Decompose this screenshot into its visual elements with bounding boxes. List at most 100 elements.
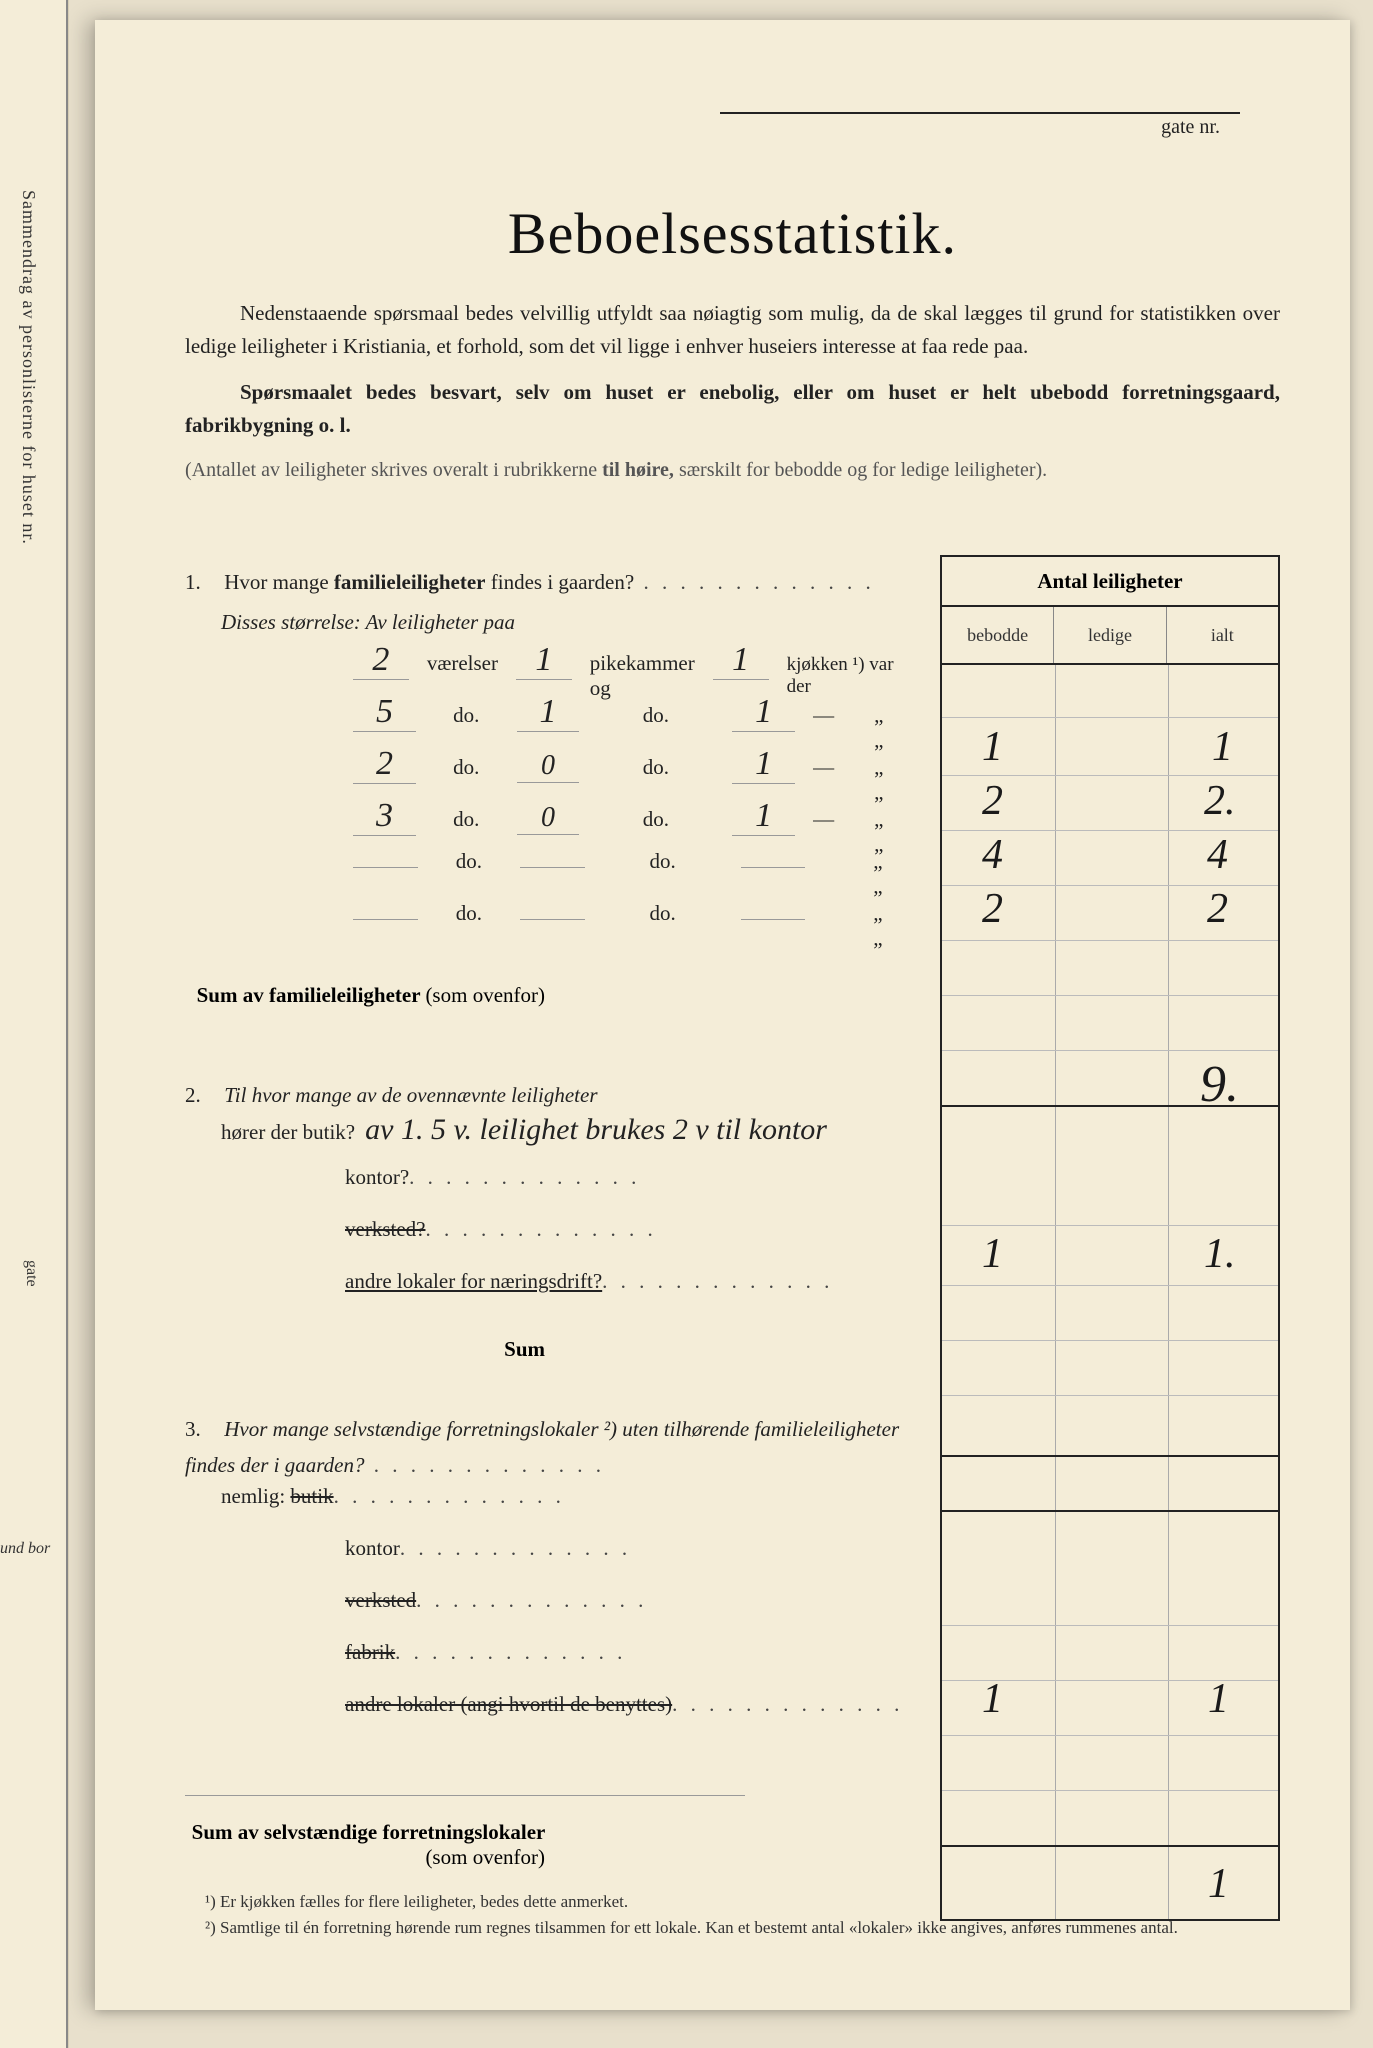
q2-l1: hører der butik?: [221, 1120, 355, 1145]
r3-k: 1: [755, 745, 772, 782]
footnote-2: ²) Samtlige til én forretning hørende ru…: [205, 1915, 1270, 1941]
hline-bold: [942, 1845, 1278, 1847]
r1-pike: 1: [535, 641, 552, 678]
hline: [942, 1790, 1278, 1791]
hline-bold: [942, 1455, 1278, 1457]
r3-v: 2: [376, 745, 393, 782]
r4-p: 0: [541, 802, 555, 833]
q1-row-6: do. do. „ „: [185, 901, 905, 953]
r4-l3: —: [813, 807, 834, 832]
hline: [942, 1395, 1278, 1396]
r1-kjokken: 1: [732, 641, 749, 678]
table-divider-2: [1168, 665, 1169, 1919]
dots: [334, 1484, 565, 1509]
cell-r3-bebodde: 4: [982, 831, 1003, 879]
cell-sum1: 9.: [1200, 1055, 1239, 1114]
r6-l1: do.: [436, 901, 502, 926]
table-body: 1 1 2 2. 4 4 2 2 9. 1 1. 1 1 1: [940, 665, 1280, 1921]
cell-r1-ialt: 1: [1212, 723, 1233, 771]
table-subheader: bebodde ledige ialt: [940, 605, 1280, 665]
q2-verksted: verksted?: [185, 1217, 905, 1269]
table-divider-1: [1055, 665, 1056, 1919]
q3-l5: andre lokaler (angi hvortil de benyttes): [345, 1692, 672, 1717]
q1-sum-text: Sum av familieleiligheter: [197, 983, 421, 1007]
q3-l4: fabrik: [345, 1640, 395, 1665]
cell-r4-bebodde: 2: [982, 885, 1003, 933]
r4-k: 1: [755, 797, 772, 834]
cell-r3-ialt: 4: [1207, 831, 1228, 879]
col-ialt: ialt: [1167, 607, 1278, 663]
dots: [416, 1588, 647, 1613]
hline: [942, 1735, 1278, 1736]
cell-q2-bebodde: 1: [982, 1230, 1003, 1278]
count-table: Antal leiligheter bebodde ledige ialt: [940, 555, 1280, 1935]
hline: [942, 1625, 1278, 1626]
r5-l2: do.: [603, 849, 723, 874]
r2-k: 1: [755, 693, 772, 730]
r3-l1: do.: [434, 755, 499, 780]
q3-nemlig: nemlig: butik: [185, 1484, 905, 1536]
table-header: Antal leiligheter: [940, 555, 1280, 605]
form-area: Antal leiligheter bebodde ledige ialt: [185, 565, 1280, 1869]
q3-andre: andre lokaler (angi hvortil de benyttes): [185, 1692, 905, 1744]
cell-q2-ialt: 1.: [1204, 1230, 1236, 1278]
r2-l1: do.: [434, 703, 499, 728]
dots: [425, 1217, 656, 1242]
left-page-strip: Sammendrag av personlisterne for huset n…: [0, 0, 68, 2048]
cell-r1-bebodde: 1: [982, 723, 1003, 771]
footnote-1: ¹) Er kjøkken fælles for flere leilighet…: [205, 1889, 1270, 1915]
cell-r2-ialt: 2.: [1204, 777, 1236, 825]
col-bebodde: bebodde: [942, 607, 1054, 663]
hline: [942, 995, 1278, 996]
r1-l3: kjøkken ¹) var der: [787, 654, 895, 698]
r4-l2: do.: [597, 807, 714, 832]
q1-row-5: do. do. „ „: [185, 849, 905, 901]
q2-text: Til hvor mange av de ovennævnte leilighe…: [224, 1083, 597, 1107]
q2-l4: andre lokaler for næringsdrift?: [345, 1269, 602, 1294]
intro-paragraph-1: Nedenstaaende spørsmaal bedes velvillig …: [185, 297, 1280, 362]
q3-l2: kontor: [345, 1536, 400, 1561]
r1-l1: værelser: [427, 651, 498, 676]
document-page: gate nr. Beboelsesstatistik. Nedenstaaen…: [95, 20, 1350, 2010]
left-rotated-text: Sammendrag av personlisterne for huset n…: [18, 190, 39, 545]
question-2: 2. Til hvor mange av de ovennævnte leili…: [185, 1078, 905, 1114]
q1-sum: Sum av familieleiligheter (som ovenfor): [185, 983, 905, 1008]
questions-column: 1. Hvor mange familieleiligheter findes …: [185, 565, 905, 1869]
hline-bold: [942, 1510, 1278, 1512]
cell-r4-ialt: 2: [1207, 885, 1228, 933]
hline: [942, 1285, 1278, 1286]
cell-r2-bebodde: 2: [982, 777, 1003, 825]
intro3a: (Antallet av leiligheter skrives overalt…: [185, 459, 602, 481]
q1-row-3: 2 do. 0 do. 1 — „ „: [185, 745, 905, 797]
q3-l1: butik: [290, 1484, 333, 1509]
gate-label: gate nr.: [1161, 116, 1220, 139]
r4-v: 3: [376, 797, 393, 834]
q2-number: 2.: [185, 1078, 219, 1114]
dots: [672, 1692, 903, 1717]
q1-number: 1.: [185, 565, 219, 601]
ditto: „ „: [873, 849, 905, 899]
r3-p: 0: [541, 750, 555, 781]
dots: [395, 1640, 626, 1665]
q3-kontor: kontor: [185, 1536, 905, 1588]
r2-l2: do.: [597, 703, 714, 728]
dots: [364, 1453, 605, 1477]
intro-note: (Antallet av leiligheter skrives overalt…: [185, 455, 1280, 485]
q2-l3: verksted?: [345, 1217, 425, 1242]
q3-verksted: verksted: [185, 1588, 905, 1640]
q2-sum: Sum: [185, 1337, 905, 1362]
r2-v: 5: [376, 693, 393, 730]
q3-sum-text: Sum av selvstændige forretningslokaler: [192, 1820, 545, 1844]
cell-q3-kontor-b: 1: [982, 1675, 1003, 1723]
question-3: 3. Hvor mange selvstændige forretningslo…: [185, 1412, 905, 1483]
q2-handwritten-note: av 1. 5 v. leilighet brukes 2 v til kont…: [365, 1113, 827, 1147]
q3-l3: verksted: [345, 1588, 416, 1613]
q2-kontor: kontor?: [185, 1165, 905, 1217]
q1-row-1: 2 værelser 1 pikekammer og 1 kjøkken ¹) …: [185, 641, 905, 693]
intro-paragraph-2: Spørsmaalet bedes besvart, selv om huset…: [185, 376, 1280, 441]
r6-l2: do.: [603, 901, 723, 926]
hline: [942, 1225, 1278, 1226]
hline: [942, 1050, 1278, 1051]
left-rotated-text-2: gate: [22, 1260, 40, 1287]
q1-text: Hvor mange familieleiligheter findes i g…: [224, 570, 634, 594]
